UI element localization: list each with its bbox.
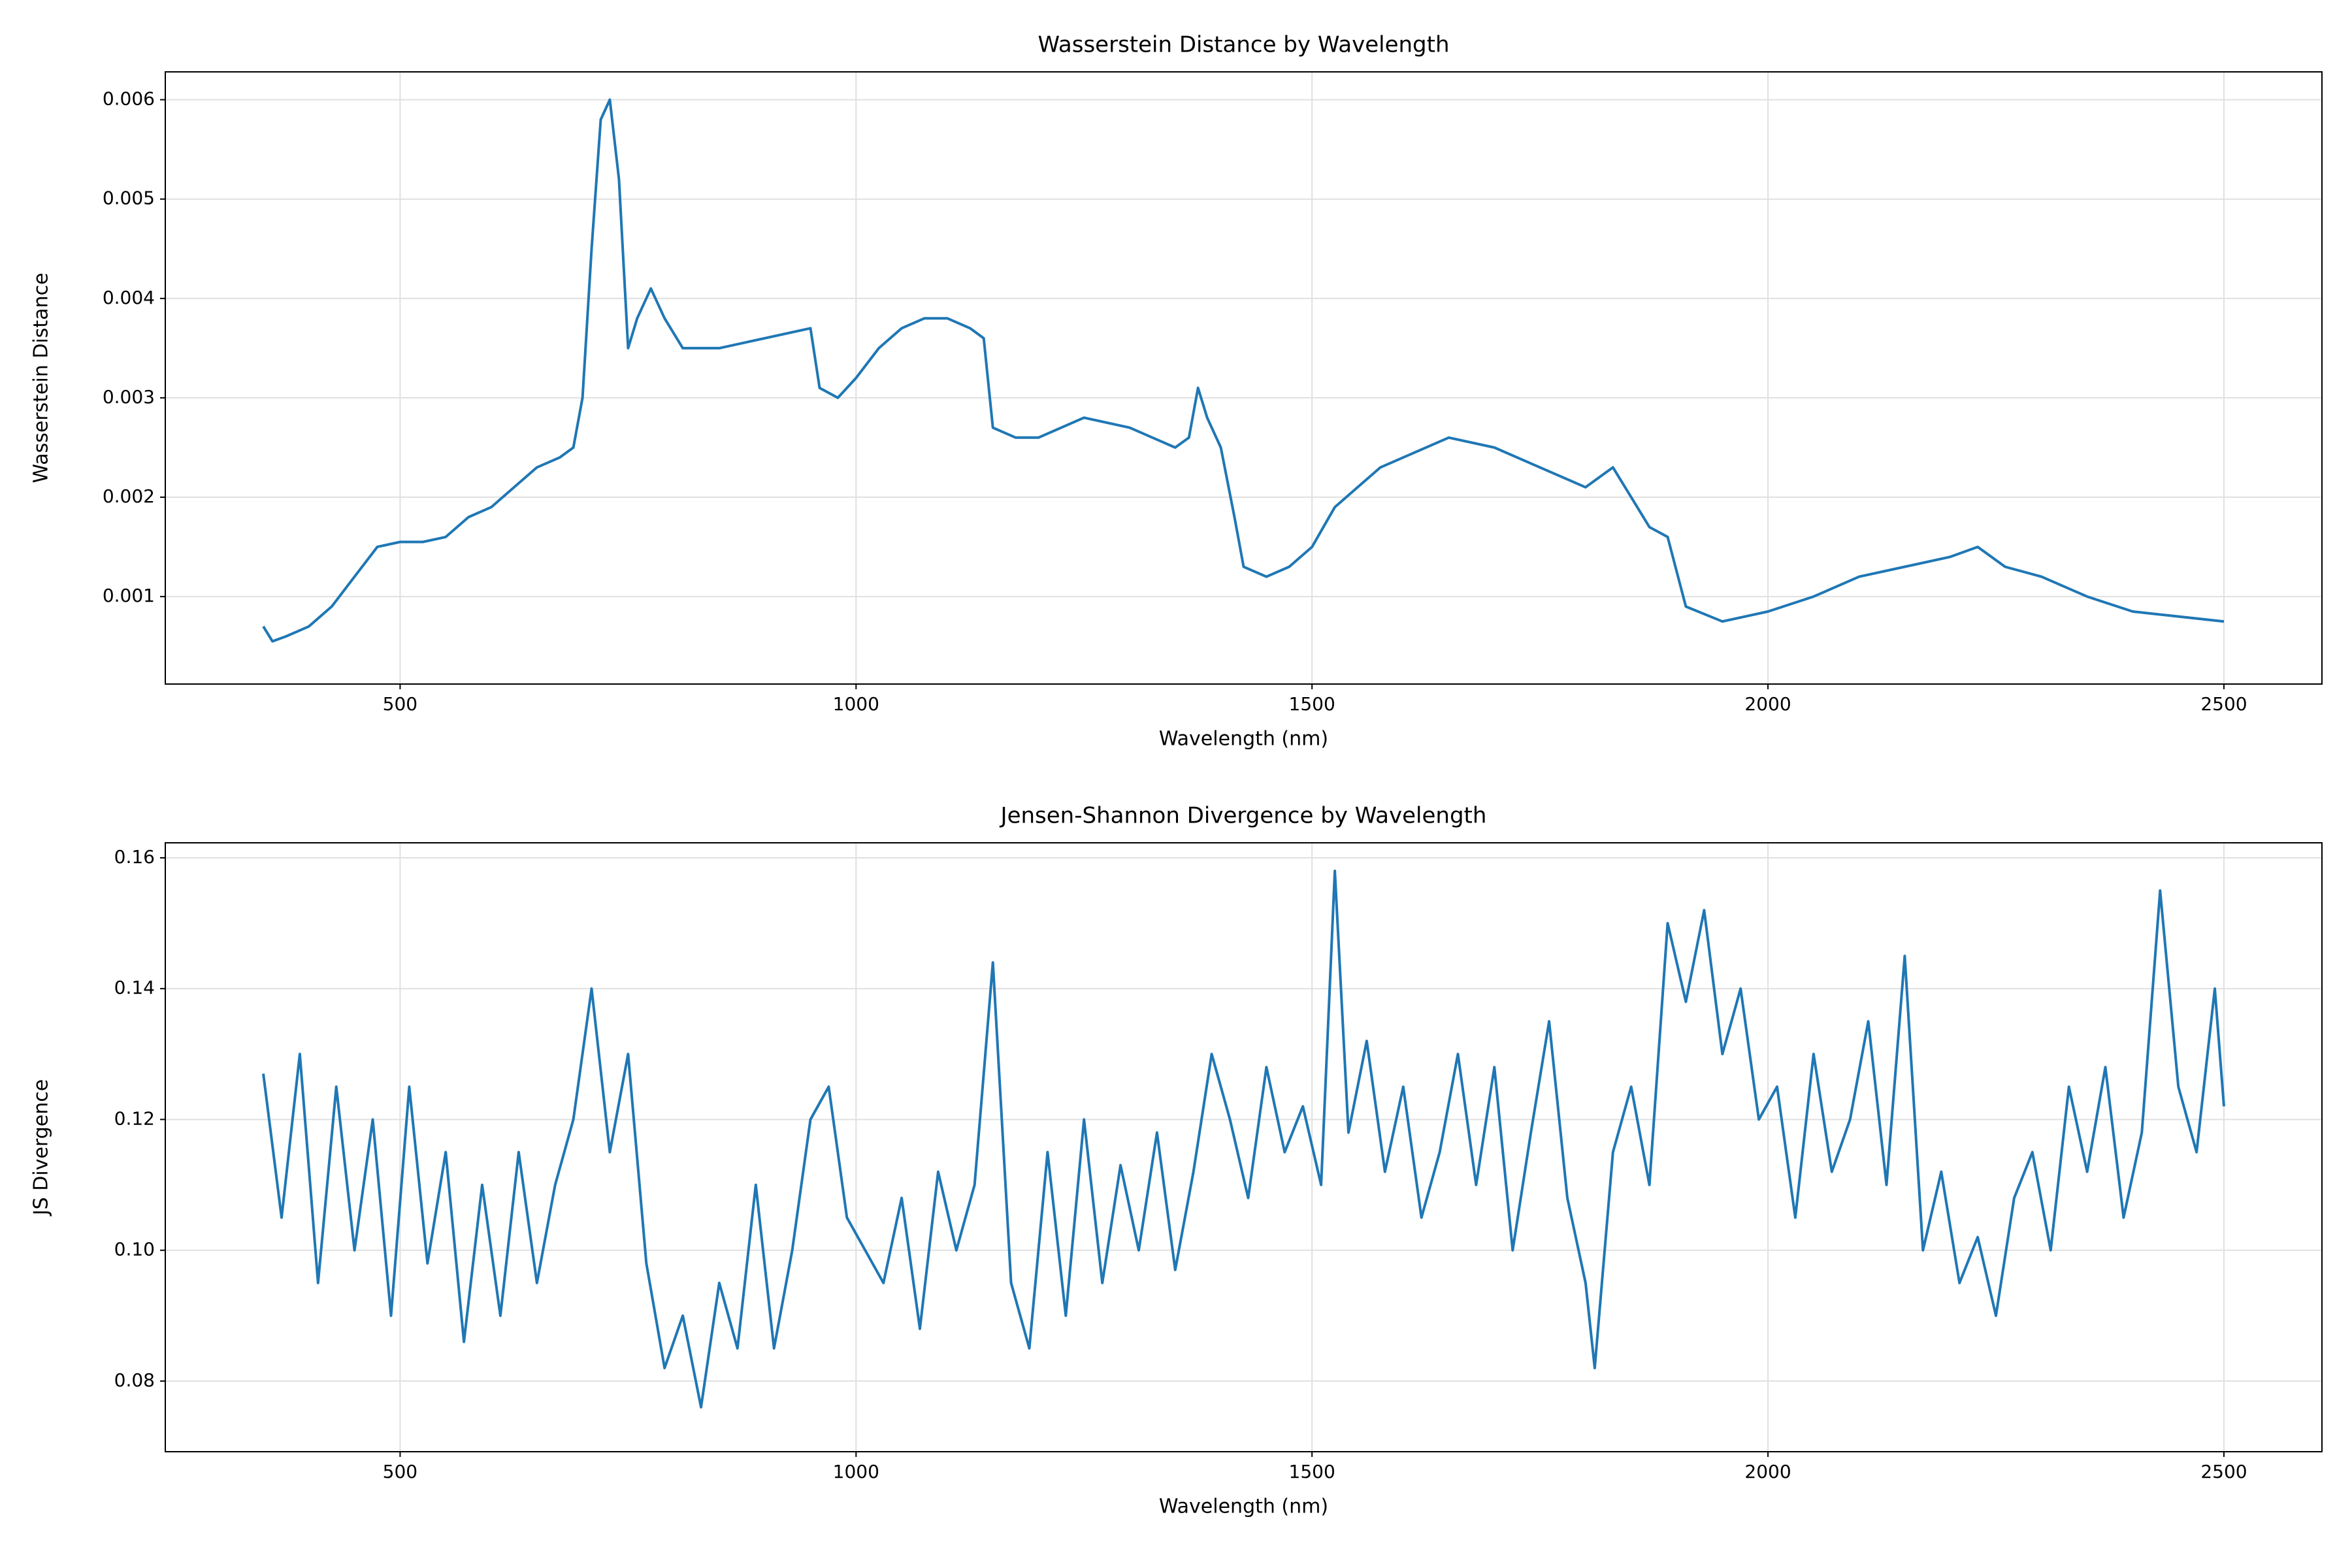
chart-title: Wasserstein Distance by Wavelength <box>1037 32 1449 58</box>
y-tick-label: 0.001 <box>103 585 155 606</box>
y-tick-label: 0.10 <box>114 1239 155 1260</box>
y-tick-label: 0.12 <box>114 1107 155 1129</box>
x-tick-label: 2500 <box>2200 693 2247 715</box>
x-tick-label: 2000 <box>1744 693 1791 715</box>
x-tick-label: 500 <box>383 1461 417 1482</box>
x-tick-label: 2500 <box>2200 1461 2247 1482</box>
axes-frame <box>165 842 2323 1452</box>
y-tick-label: 0.002 <box>103 485 155 507</box>
y-tick-label: 0.08 <box>114 1369 155 1391</box>
y-tick-label: 0.003 <box>103 386 155 408</box>
x-tick-label: 1500 <box>1289 1461 1335 1482</box>
y-axis-label: JS Divergence <box>30 1079 53 1217</box>
x-axis-label: Wavelength (nm) <box>1159 728 1328 751</box>
data-line <box>262 870 2225 1409</box>
y-tick-label: 0.14 <box>114 977 155 998</box>
y-tick-label: 0.005 <box>103 188 155 209</box>
x-tick-label: 1000 <box>833 1461 879 1482</box>
data-line <box>262 98 2225 643</box>
axes-frame <box>165 71 2323 685</box>
x-tick-label: 1000 <box>833 693 879 715</box>
y-tick-label: 0.004 <box>103 287 155 308</box>
y-tick-label: 0.16 <box>114 846 155 868</box>
x-axis-label: Wavelength (nm) <box>1159 1495 1328 1518</box>
y-tick-label: 0.006 <box>103 88 155 110</box>
x-tick-label: 500 <box>383 693 417 715</box>
x-tick-label: 1500 <box>1289 693 1335 715</box>
y-axis-label: Wasserstein Distance <box>30 272 53 483</box>
chart-title: Jensen-Shannon Divergence by Wavelength <box>1000 803 1487 829</box>
x-tick-label: 2000 <box>1744 1461 1791 1482</box>
